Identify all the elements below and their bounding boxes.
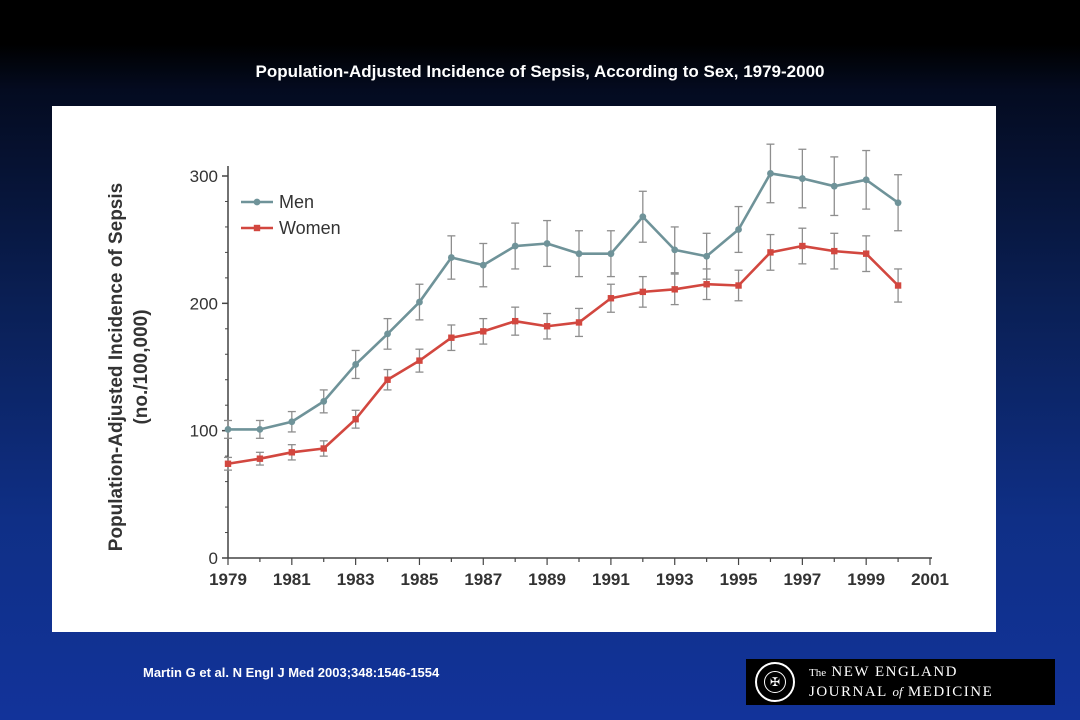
- data-point-women: [862, 250, 870, 257]
- legend-label-women: Women: [279, 218, 341, 238]
- chart-panel: Population-Adjusted Incidence of Sepsis …: [52, 106, 996, 632]
- data-point-men: [798, 175, 806, 182]
- data-point-men: [575, 250, 583, 258]
- data-point-men: [416, 298, 423, 306]
- data-point-women: [256, 455, 264, 462]
- data-point-women: [671, 286, 678, 293]
- data-point-men: [894, 199, 902, 207]
- data-point-men: [703, 252, 711, 260]
- x-tick-label: 2001: [911, 570, 949, 589]
- y-axis-label: Population-Adjusted Incidence of Sepsis: [106, 183, 127, 551]
- data-point-women: [288, 449, 296, 456]
- data-point-men: [830, 182, 838, 190]
- data-point-women: [575, 319, 583, 326]
- y-tick-label: 300: [190, 167, 218, 186]
- series-line-women: [227, 244, 900, 466]
- data-point-men: [543, 240, 551, 247]
- data-point-men: [511, 242, 519, 250]
- data-point-women: [735, 282, 742, 289]
- y-axis-unit-label: (no./100,000): [131, 309, 152, 424]
- nejm-seal-icon: ✠: [755, 662, 795, 702]
- data-point-women: [511, 317, 519, 325]
- logo-journal: JOURNAL: [809, 683, 888, 700]
- legend-label-men: Men: [279, 192, 314, 212]
- data-point-men: [447, 254, 455, 261]
- data-point-women: [224, 460, 232, 467]
- logo-wordmark: The NEW ENGLAND JOURNAL of MEDICINE: [809, 663, 993, 702]
- data-point-men: [735, 226, 742, 233]
- data-point-women: [894, 282, 902, 289]
- data-point-men: [479, 261, 487, 269]
- x-tick-label: 1983: [337, 570, 375, 589]
- x-tick-label: 1989: [528, 570, 566, 589]
- x-tick-label: 1979: [209, 570, 247, 589]
- axes: 0 100 200 300 1979 1981 1983 1985 1987 1989 1991 19…: [190, 166, 949, 589]
- data-point-men: [320, 397, 328, 405]
- logo-the: The: [809, 666, 827, 679]
- legend: Men Women: [241, 192, 341, 238]
- x-tick-label: 1997: [783, 570, 821, 589]
- series-line-men: [228, 172, 899, 431]
- data-point-women: [543, 323, 551, 330]
- data-point-women: [480, 328, 487, 335]
- data-point-women: [767, 249, 774, 256]
- legend-marker-men: [253, 198, 261, 206]
- series-lines: [227, 172, 900, 466]
- data-point-men: [639, 213, 647, 221]
- legend-marker-women: [253, 224, 261, 232]
- data-point-women: [416, 357, 423, 364]
- sepsis-incidence-chart: Population-Adjusted Incidence of Sepsis …: [106, 143, 949, 589]
- logo-of: of: [892, 683, 903, 699]
- data-point-men: [256, 425, 264, 433]
- x-tick-label: 1993: [656, 570, 694, 589]
- data-point-men: [607, 250, 615, 258]
- y-axis-label-group: Population-Adjusted Incidence of Sepsis …: [106, 183, 152, 551]
- data-point-women: [799, 242, 806, 250]
- data-markers: [224, 170, 902, 467]
- data-point-men: [862, 176, 870, 184]
- data-point-men: [384, 330, 391, 338]
- y-tick-label: 0: [209, 549, 218, 568]
- error-bars: [224, 143, 903, 471]
- data-point-men: [671, 246, 679, 254]
- data-point-women: [384, 376, 391, 383]
- x-tick-label: 1981: [273, 570, 311, 589]
- x-tick-label: 1987: [464, 570, 502, 589]
- x-tick-label: 1985: [401, 570, 439, 589]
- data-point-women: [831, 247, 838, 255]
- data-point-men: [288, 418, 296, 426]
- data-point-women: [448, 334, 455, 341]
- x-tick-label: 1991: [592, 570, 630, 589]
- data-point-women: [607, 295, 615, 302]
- nejm-logo: ✠ The NEW ENGLAND JOURNAL of MEDICINE: [746, 659, 1055, 705]
- data-point-women: [320, 445, 327, 452]
- data-point-women: [352, 416, 359, 423]
- slide-title: Population-Adjusted Incidence of Sepsis,…: [255, 62, 825, 81]
- x-tick-label: 1995: [720, 570, 758, 589]
- x-tick-label: 1999: [847, 570, 885, 589]
- logo-new-england: NEW ENGLAND: [831, 663, 958, 680]
- data-point-men: [767, 170, 774, 177]
- y-tick-label: 200: [190, 294, 218, 313]
- data-point-women: [639, 288, 647, 296]
- data-point-men: [352, 361, 360, 368]
- logo-medicine: MEDICINE: [907, 683, 994, 700]
- y-tick-label: 100: [190, 422, 218, 441]
- seal-cross-icon: ✠: [764, 671, 786, 693]
- data-point-men: [224, 425, 232, 433]
- citation: Martin G et al. N Engl J Med 2003;348:15…: [143, 665, 440, 680]
- data-point-women: [703, 281, 710, 288]
